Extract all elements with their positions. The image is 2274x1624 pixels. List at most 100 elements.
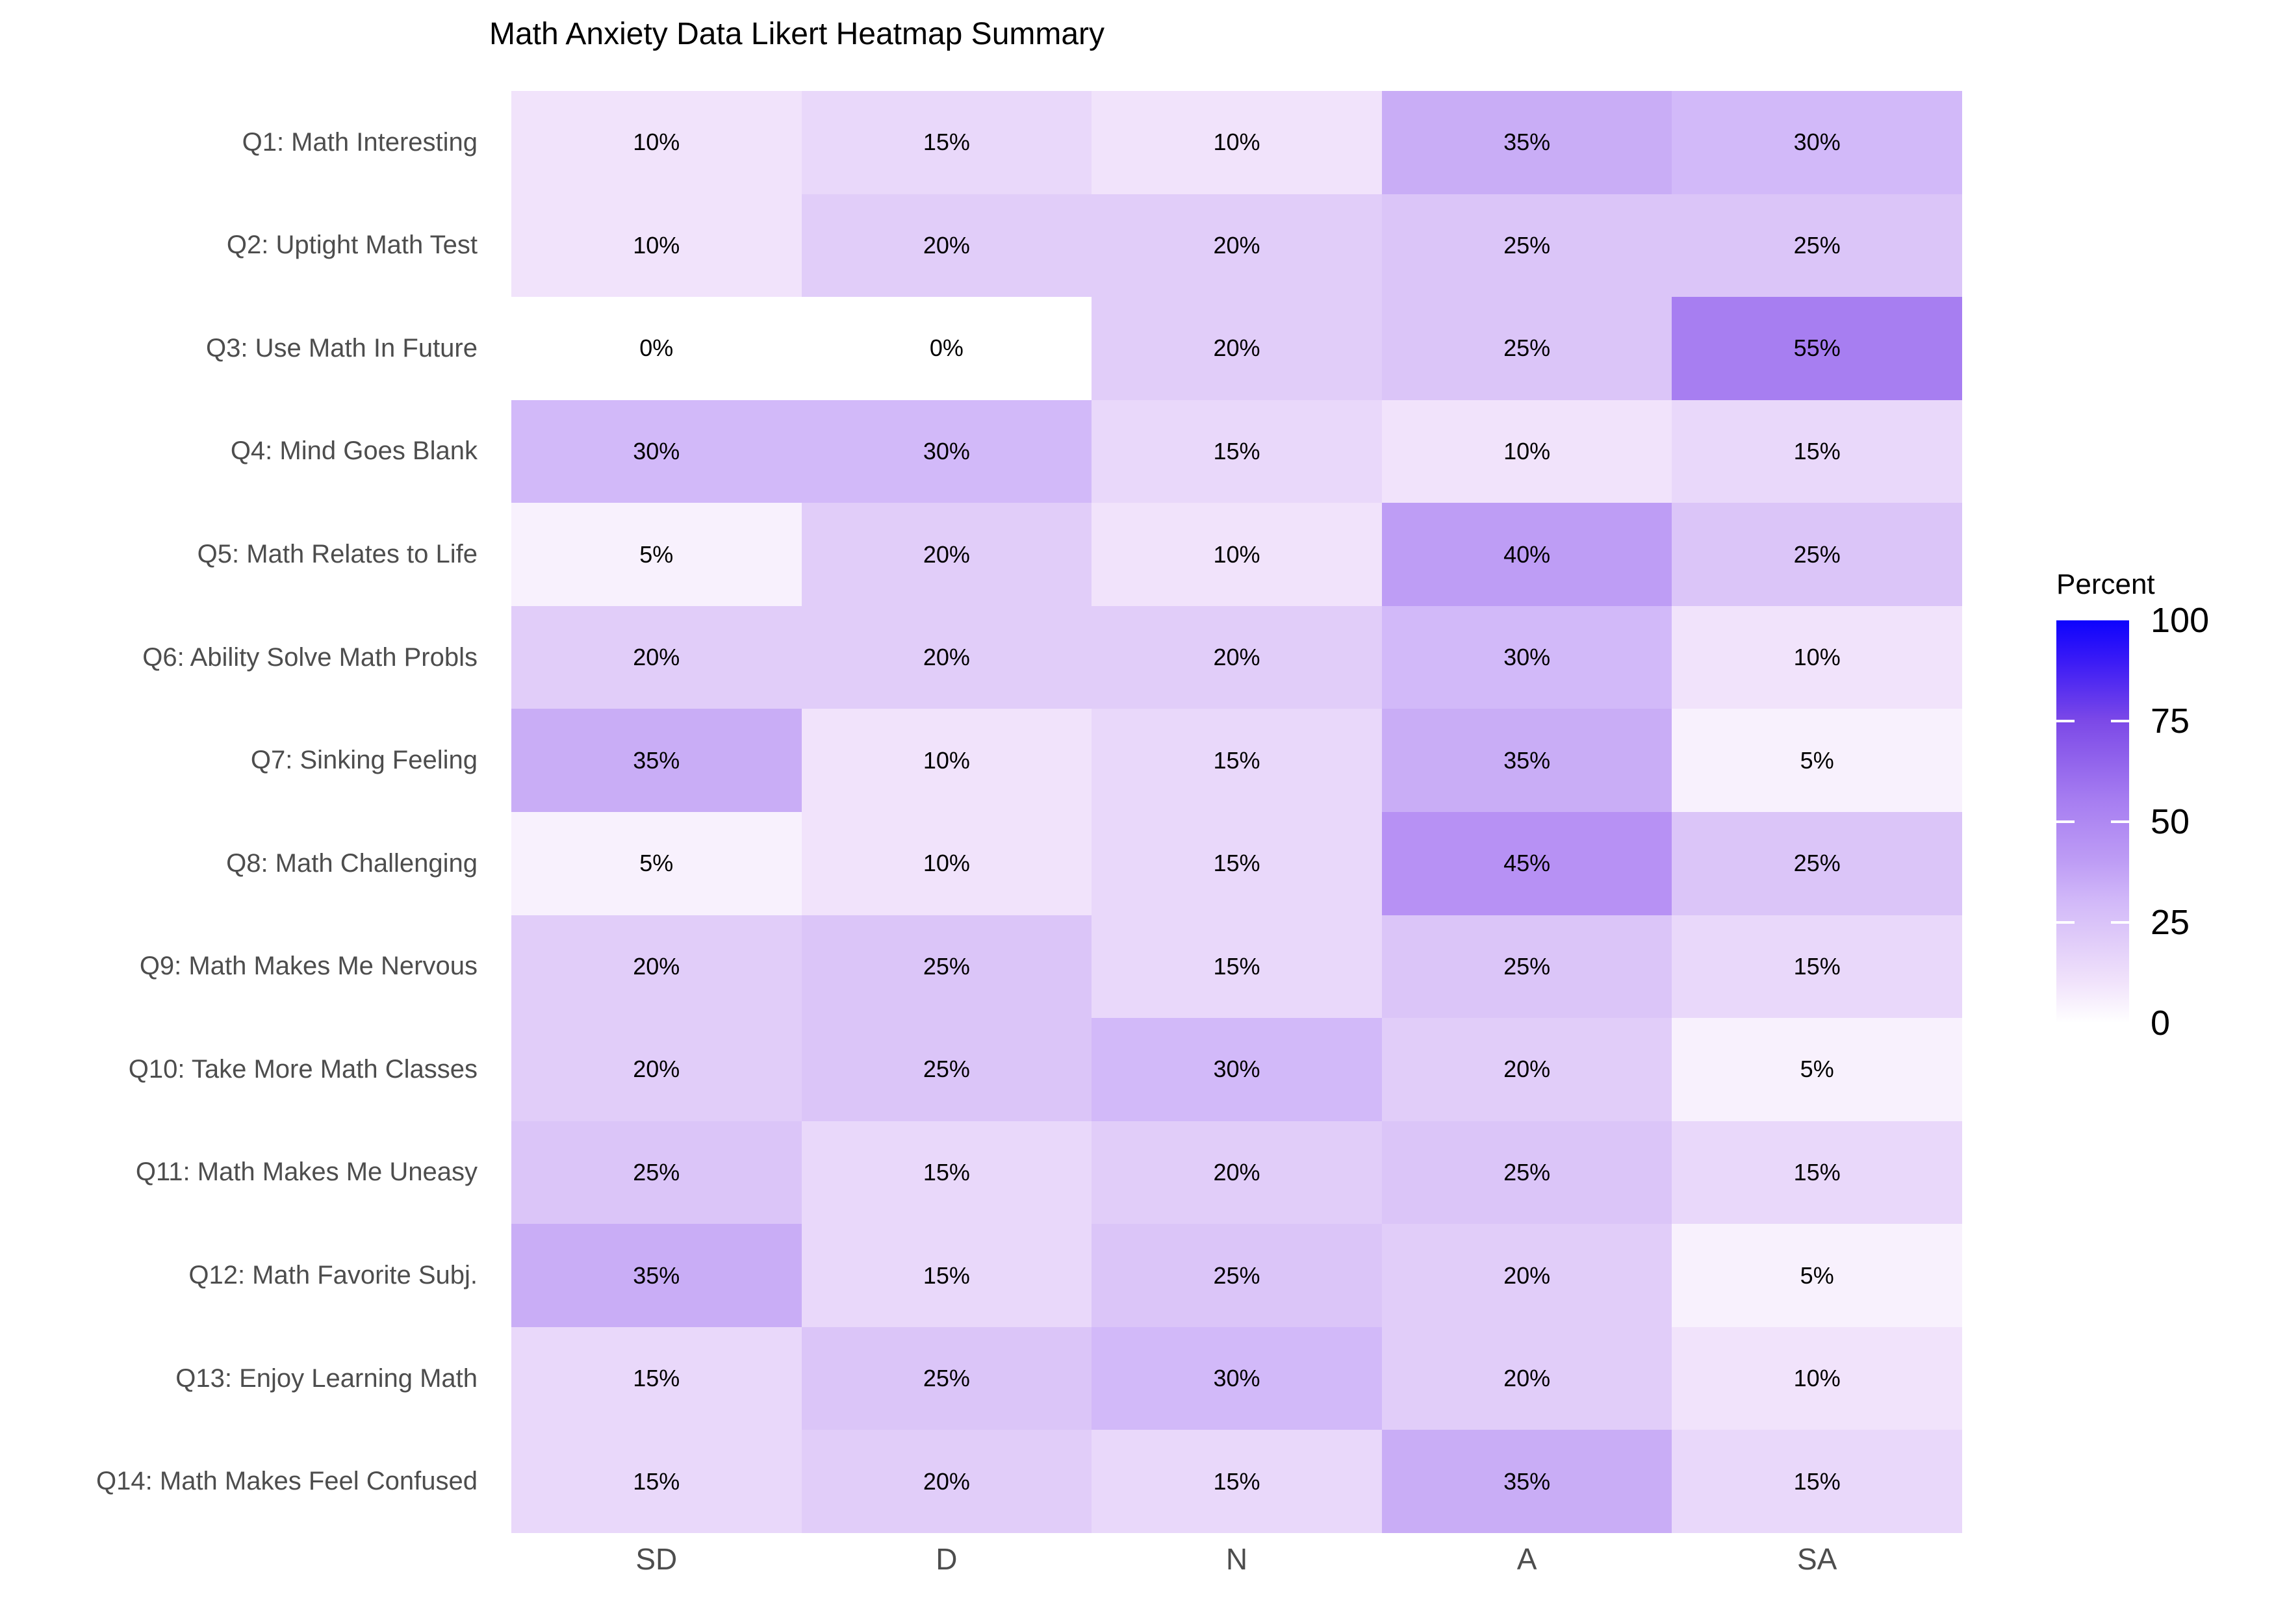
- heatmap-cell: 30%: [1092, 1018, 1382, 1121]
- cell-value-label: 30%: [923, 437, 970, 464]
- heatmap-cell: 35%: [1381, 1430, 1672, 1533]
- heatmap-cell: 15%: [1092, 811, 1382, 915]
- y-axis-labels: Q1: Math Interesting Q2: Uptight Math Tes…: [0, 91, 494, 1533]
- cell-value-label: 30%: [633, 437, 680, 464]
- heatmap-cell: 5%: [1672, 1224, 1962, 1327]
- cell-value-label: 5%: [639, 540, 674, 568]
- y-axis-tick-label: Q8: Math Challenging: [226, 848, 478, 878]
- heatmap-cell: 10%: [1092, 91, 1382, 194]
- heatmap-cell: 15%: [511, 1326, 802, 1430]
- legend-tick-label: 100: [2151, 601, 2210, 640]
- x-axis-tick-label: A: [1516, 1542, 1537, 1576]
- y-axis-tick-label: Q4: Mind Goes Blank: [230, 437, 478, 466]
- cell-value-label: 15%: [923, 1158, 970, 1186]
- cell-value-label: 25%: [1793, 231, 1841, 259]
- heatmap-cell: 15%: [1092, 1430, 1382, 1533]
- heatmap-cell: 10%: [801, 811, 1092, 915]
- cell-value-label: 15%: [1793, 1467, 1841, 1495]
- heatmap-cell: 15%: [1672, 1430, 1962, 1533]
- x-axis-tick-label: N: [1225, 1542, 1248, 1576]
- y-axis-tick-label: Q13: Enjoy Learning Math: [175, 1364, 478, 1393]
- heatmap-cell: 15%: [1092, 400, 1382, 503]
- legend-tick-mark: [2056, 820, 2075, 823]
- cell-value-label: 25%: [1503, 335, 1551, 362]
- x-axis-labels: SD D N A SA: [511, 1542, 1962, 1587]
- heatmap-cell: 20%: [801, 194, 1092, 298]
- cell-value-label: 30%: [1793, 129, 1841, 156]
- heatmap-cell: 5%: [1672, 1018, 1962, 1121]
- heatmap-cell: 25%: [1381, 194, 1672, 298]
- heatmap-cell: 30%: [1381, 605, 1672, 709]
- y-axis-tick-label: Q3: Use Math In Future: [206, 333, 478, 362]
- heatmap-cell: 25%: [801, 1326, 1092, 1430]
- heatmap-cell: 30%: [1672, 91, 1962, 194]
- y-axis-tick-label: Q1: Math Interesting: [242, 127, 478, 157]
- cell-value-label: 15%: [923, 1262, 970, 1289]
- heatmap-cell: 25%: [1092, 1224, 1382, 1327]
- heatmap-cell: 30%: [801, 400, 1092, 503]
- cell-value-label: 10%: [1793, 644, 1841, 671]
- cell-value-label: 20%: [1213, 1158, 1260, 1186]
- heatmap-cell: 20%: [1092, 1121, 1382, 1224]
- legend: Percent 100 75 50 25 0: [2056, 568, 2274, 1075]
- heatmap-cell: 20%: [1092, 605, 1382, 709]
- cell-value-label: 5%: [639, 850, 674, 877]
- heatmap-cell: 15%: [1672, 400, 1962, 503]
- cell-value-label: 20%: [1213, 335, 1260, 362]
- cell-value-label: 15%: [1213, 746, 1260, 774]
- chart-title: Math Anxiety Data Likert Heatmap Summary: [489, 17, 1105, 51]
- legend-tick-mark: [2111, 820, 2129, 823]
- legend-tick-mark: [2111, 921, 2129, 924]
- heatmap-cell: 15%: [801, 1224, 1092, 1327]
- y-axis-tick-label: Q6: Ability Solve Math Probls: [142, 642, 478, 672]
- legend-tick-mark: [2056, 720, 2075, 722]
- cell-value-label: 35%: [633, 1262, 680, 1289]
- heatmap-cell: 30%: [1092, 1326, 1382, 1430]
- cell-value-label: 20%: [633, 1056, 680, 1083]
- cell-value-label: 20%: [1213, 231, 1260, 259]
- heatmap-cell: 5%: [511, 811, 802, 915]
- cell-value-label: 15%: [923, 129, 970, 156]
- heatmap-cell: 10%: [801, 709, 1092, 812]
- cell-value-label: 15%: [633, 1467, 680, 1495]
- cell-value-label: 20%: [1503, 1262, 1551, 1289]
- heatmap-cell: 5%: [511, 503, 802, 606]
- heatmap-cell: 20%: [1381, 1018, 1672, 1121]
- heatmap-cell: 10%: [1672, 1326, 1962, 1430]
- y-axis-tick-label: Q7: Sinking Feeling: [250, 746, 478, 775]
- heatmap-cell: 0%: [801, 297, 1092, 400]
- cell-value-label: 25%: [1503, 231, 1551, 259]
- cell-value-label: 20%: [1503, 1056, 1551, 1083]
- heatmap-cell: 15%: [801, 91, 1092, 194]
- heatmap-cell: 10%: [1092, 503, 1382, 606]
- y-axis-tick-label: Q12: Math Favorite Subj.: [188, 1261, 478, 1290]
- cell-value-label: 10%: [1213, 129, 1260, 156]
- x-axis-tick-label: SA: [1797, 1542, 1837, 1576]
- cell-value-label: 10%: [633, 231, 680, 259]
- cell-value-label: 10%: [923, 746, 970, 774]
- cell-value-label: 0%: [639, 335, 674, 362]
- legend-tick-mark: [2056, 921, 2075, 924]
- cell-value-label: 10%: [1503, 437, 1551, 464]
- cell-value-label: 25%: [1503, 1158, 1551, 1186]
- heatmap-cell: 15%: [1672, 1121, 1962, 1224]
- cell-value-label: 40%: [1503, 540, 1551, 568]
- heatmap-cell: 25%: [1672, 503, 1962, 606]
- heatmap-cell: 10%: [511, 194, 802, 298]
- cell-value-label: 25%: [1503, 952, 1551, 980]
- heatmap-cell: 25%: [1381, 915, 1672, 1019]
- heatmap-grid: 10% 15% 10% 35% 30% 10% 20% 20% 25% 25% 0% 0% 20% 25%…: [511, 91, 1962, 1533]
- cell-value-label: 15%: [1793, 437, 1841, 464]
- heatmap-cell: 5%: [1672, 709, 1962, 812]
- heatmap-cell: 15%: [801, 1121, 1092, 1224]
- cell-value-label: 20%: [923, 644, 970, 671]
- heatmap-cell: 25%: [1672, 194, 1962, 298]
- y-axis-tick-label: Q2: Uptight Math Test: [226, 231, 478, 260]
- x-axis-tick-label: SD: [635, 1542, 678, 1576]
- cell-value-label: 20%: [923, 540, 970, 568]
- cell-value-label: 25%: [923, 1056, 970, 1083]
- y-axis-tick-label: Q9: Math Makes Me Nervous: [139, 952, 478, 981]
- cell-value-label: 15%: [1213, 437, 1260, 464]
- cell-value-label: 25%: [1793, 850, 1841, 877]
- heatmap-cell: 20%: [511, 915, 802, 1019]
